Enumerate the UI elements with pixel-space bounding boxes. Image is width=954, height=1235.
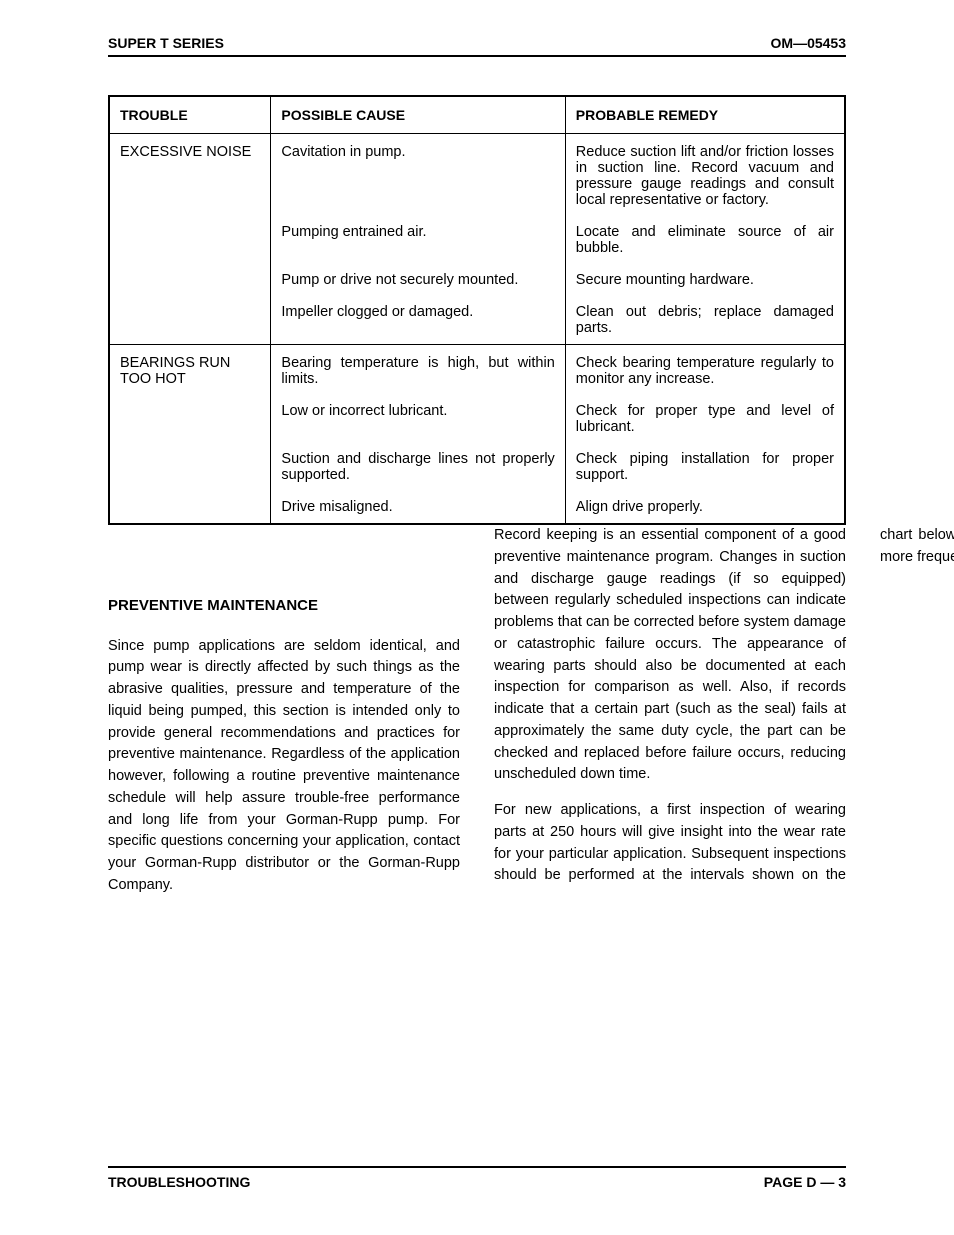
cell-cause: Pump or drive not securely mounted.: [271, 264, 565, 296]
table-row: Impeller clogged or damaged.Clean out de…: [109, 296, 845, 345]
cell-cause: Drive misaligned.: [271, 491, 565, 524]
cell-trouble: [109, 296, 271, 345]
table-row: Pump or drive not securely mounted.Secur…: [109, 264, 845, 296]
cell-remedy: Reduce suction lift and/or friction loss…: [565, 134, 845, 217]
cell-remedy: Check piping installation for proper sup…: [565, 443, 845, 491]
table-row: BEARINGS RUN TOO HOTBearing temperature …: [109, 345, 845, 396]
cell-trouble: [109, 216, 271, 264]
cell-cause: Pumping entrained air.: [271, 216, 565, 264]
maintenance-para-1: Since pump applications are seldom ident…: [108, 636, 460, 897]
cell-trouble: [109, 491, 271, 524]
table-row: EXCESSIVE NOISECavitation in pump.Reduce…: [109, 134, 845, 217]
cell-trouble: [109, 443, 271, 491]
header-series: SUPER T SERIES: [108, 35, 224, 51]
cell-remedy: Check bearing temperature regularly to m…: [565, 345, 845, 396]
cell-trouble: [109, 395, 271, 443]
maintenance-para-2: Record keeping is an essential component…: [494, 525, 846, 786]
troubleshooting-table: TROUBLE POSSIBLE CAUSE PROBABLE REMEDY E…: [108, 95, 846, 525]
footer-page-number: PAGE D — 3: [764, 1174, 846, 1190]
cell-cause: Impeller clogged or damaged.: [271, 296, 565, 345]
table-row: Drive misaligned.Align drive properly.: [109, 491, 845, 524]
col-header-cause: POSSIBLE CAUSE: [271, 96, 565, 134]
cell-remedy: Align drive properly.: [565, 491, 845, 524]
page-header: SUPER T SERIES OM—05453: [108, 35, 846, 57]
cell-remedy: Clean out debris; replace damaged parts.: [565, 296, 845, 345]
col-header-trouble: TROUBLE: [109, 96, 271, 134]
cell-trouble: BEARINGS RUN TOO HOT: [109, 345, 271, 396]
cell-cause: Low or incorrect lubricant.: [271, 395, 565, 443]
cell-cause: Suction and discharge lines not properly…: [271, 443, 565, 491]
page-footer: TROUBLESHOOTING PAGE D — 3: [108, 1166, 846, 1190]
footer-section-name: TROUBLESHOOTING: [108, 1174, 250, 1190]
section-heading: PREVENTIVE MAINTENANCE: [108, 595, 460, 618]
table-row: Pumping entrained air.Locate and elimina…: [109, 216, 845, 264]
cell-cause: Cavitation in pump.: [271, 134, 565, 217]
cell-remedy: Secure mounting hardware.: [565, 264, 845, 296]
cell-trouble: [109, 264, 271, 296]
maintenance-text: PREVENTIVE MAINTENANCE Since pump applic…: [108, 525, 846, 905]
table-header-row: TROUBLE POSSIBLE CAUSE PROBABLE REMEDY: [109, 96, 845, 134]
header-doc-id: OM—05453: [771, 35, 846, 51]
col-header-remedy: PROBABLE REMEDY: [565, 96, 845, 134]
cell-trouble: EXCESSIVE NOISE: [109, 134, 271, 217]
cell-cause: Bearing temperature is high, but within …: [271, 345, 565, 396]
cell-remedy: Check for proper type and level of lubri…: [565, 395, 845, 443]
table-row: Suction and discharge lines not properly…: [109, 443, 845, 491]
cell-remedy: Locate and eliminate source of air bubbl…: [565, 216, 845, 264]
table-row: Low or incorrect lubricant.Check for pro…: [109, 395, 845, 443]
